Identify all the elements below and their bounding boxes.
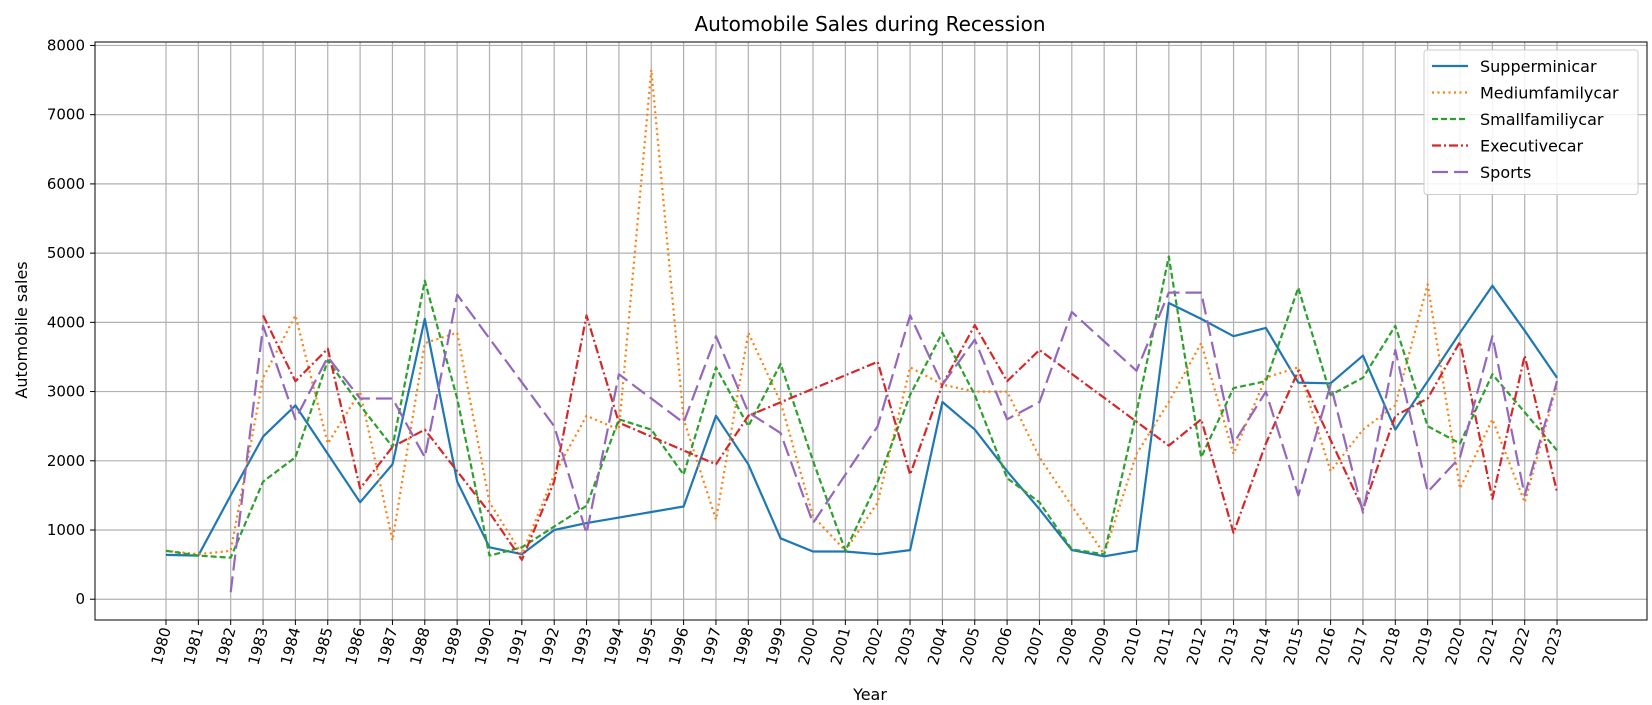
x-tick-label: 2009 — [1086, 625, 1113, 667]
x-tick-label: 2022 — [1506, 625, 1533, 667]
x-tick-labels: 1980 1981 1982 1983 1984 1985 1986 1987 1988 1989… — [148, 620, 1566, 667]
x-tick-label: 1981 — [180, 625, 207, 667]
x-tick-label: 1983 — [245, 625, 272, 667]
x-tick-label: 2000 — [795, 625, 822, 667]
x-tick-label: 1995 — [633, 625, 660, 667]
y-tick-label: 3000 — [47, 383, 85, 401]
x-tick-label: 1982 — [212, 625, 239, 667]
x-tick-label: 1986 — [342, 625, 369, 667]
series-line-smallfamiliycar — [165, 255, 1558, 559]
series-line-mediumfamilycar — [165, 68, 1559, 556]
x-tick-label: 1997 — [698, 625, 725, 667]
x-tick-label: 2012 — [1183, 625, 1210, 667]
x-tick-label: 2013 — [1215, 625, 1242, 667]
series-lines — [165, 68, 1559, 593]
x-tick-label: 1996 — [665, 625, 692, 667]
x-tick-label: 2007 — [1021, 625, 1048, 667]
x-tick-label: 2016 — [1312, 625, 1339, 667]
x-tick-label: 2011 — [1150, 625, 1177, 667]
y-tick-label: 1000 — [47, 521, 85, 539]
x-tick-label: 2005 — [956, 625, 983, 667]
x-tick-label: 1999 — [762, 625, 789, 667]
legend-label: Mediumfamilycar — [1480, 84, 1619, 103]
y-tick-label: 7000 — [47, 106, 85, 124]
x-tick-label: 1992 — [536, 625, 563, 667]
x-tick-label: 2021 — [1474, 625, 1501, 667]
y-tick-labels: 0 1000 2000 3000 4000 5000 6000 7000 8000 — [47, 36, 95, 608]
x-tick-label: 2018 — [1377, 625, 1404, 667]
x-tick-label: 2019 — [1409, 625, 1436, 667]
y-tick-label: 2000 — [47, 452, 85, 470]
legend-box — [1423, 49, 1639, 195]
x-tick-label: 2014 — [1247, 625, 1274, 667]
y-tick-label: 4000 — [47, 313, 85, 331]
x-tick-label: 2002 — [859, 625, 886, 667]
x-tick-label: 2017 — [1345, 625, 1372, 667]
series-line-supperminicar — [165, 284, 1558, 558]
x-tick-label: 1985 — [309, 625, 336, 667]
y-tick-label: 6000 — [47, 175, 85, 193]
x-tick-label: 1989 — [439, 625, 466, 667]
x-tick-label: 2006 — [989, 625, 1016, 667]
legend: Supperminicar Mediumfamilycar Smallfamiliy… — [1423, 49, 1639, 195]
y-tick-label: 5000 — [47, 244, 85, 262]
plot-frame — [94, 41, 1648, 621]
legend-label: Supperminicar — [1480, 57, 1597, 76]
x-tick-label: 2023 — [1539, 625, 1566, 667]
x-tick-label: 2008 — [1053, 625, 1080, 667]
legend-label: Executivecar — [1480, 137, 1584, 156]
x-tick-label: 1994 — [600, 625, 627, 667]
x-tick-label: 2004 — [924, 625, 951, 667]
chart-title: Automobile Sales during Recession — [694, 12, 1045, 36]
x-tick-label: 2003 — [892, 625, 919, 667]
x-tick-label: 2010 — [1118, 625, 1145, 667]
legend-label: Sports — [1480, 163, 1531, 182]
legend-label: Smallfamiliycar — [1480, 110, 1604, 129]
x-tick-label: 1987 — [374, 625, 401, 667]
x-tick-label: 1998 — [730, 625, 757, 667]
x-tick-label: 1980 — [148, 625, 175, 667]
x-tick-label: 2015 — [1280, 625, 1307, 667]
x-tick-label: 1988 — [406, 625, 433, 667]
x-tick-label: 1991 — [503, 625, 530, 667]
series-line-sports — [229, 291, 1559, 593]
x-tick-label: 2001 — [827, 625, 854, 667]
y-axis-label: Automobile sales — [12, 261, 31, 398]
x-axis-label: Year — [852, 685, 887, 704]
x-tick-label: 2020 — [1442, 625, 1469, 667]
y-tick-label: 8000 — [47, 36, 85, 54]
x-tick-label: 1984 — [277, 625, 304, 667]
y-tick-label: 0 — [75, 590, 85, 608]
x-tick-label: 1993 — [568, 625, 595, 667]
series-line-executivecar — [262, 314, 1559, 561]
x-tick-label: 1990 — [471, 625, 498, 667]
